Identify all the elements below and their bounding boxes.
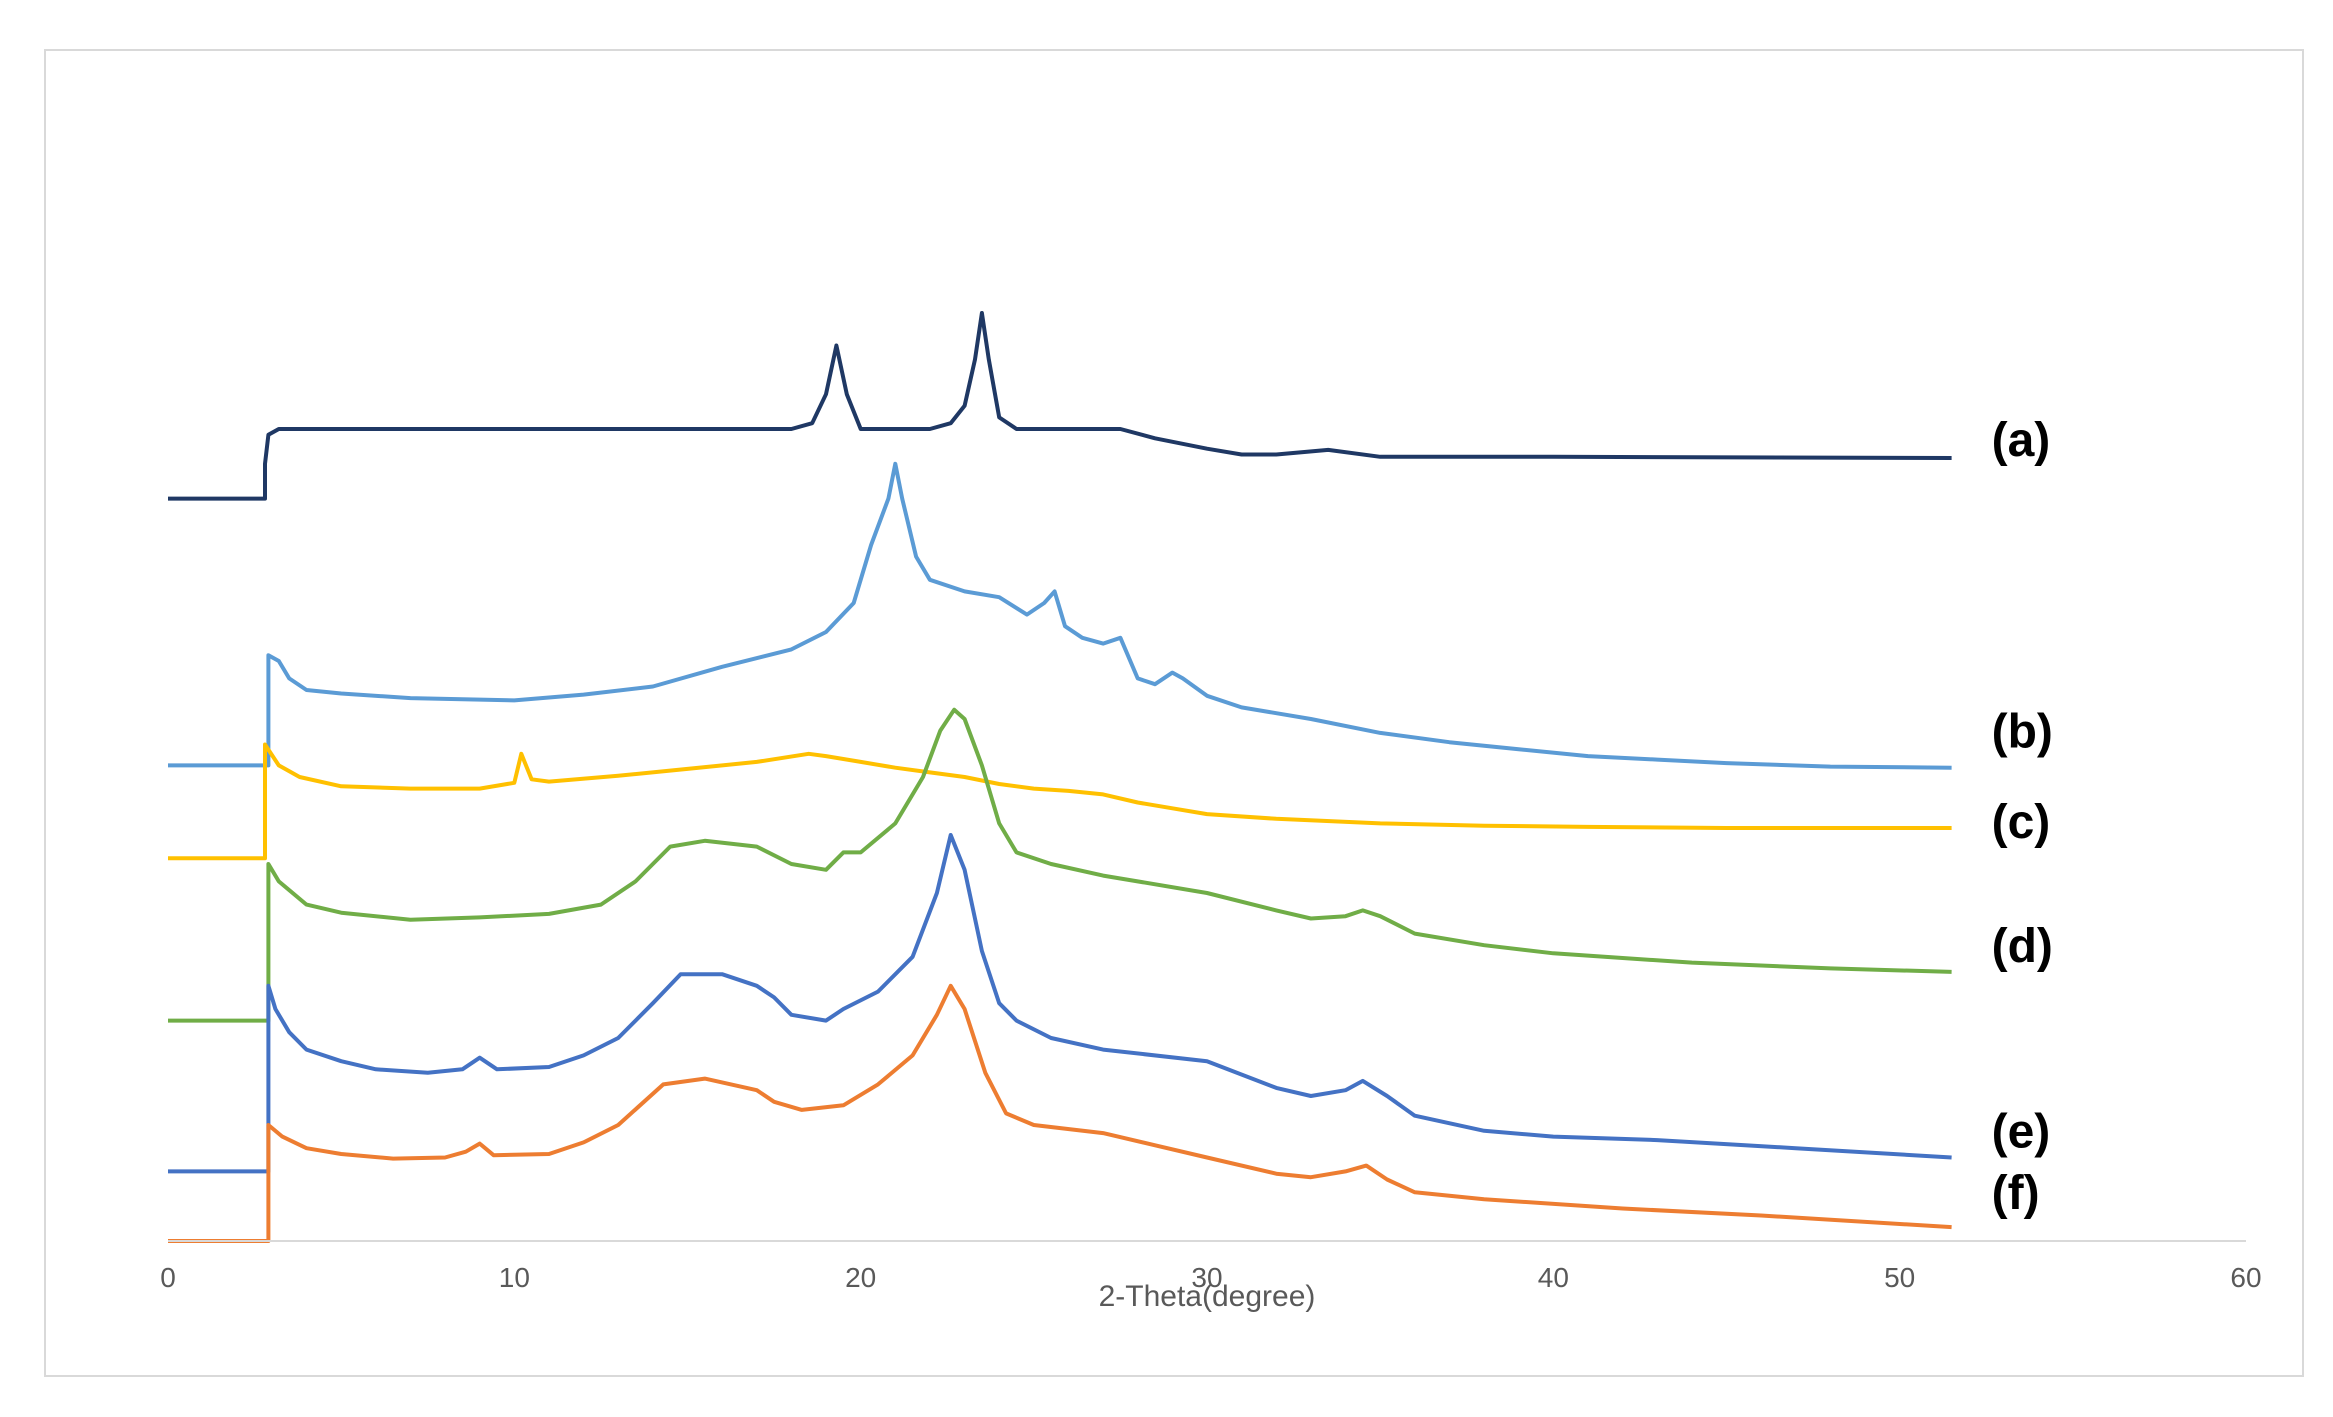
series-line-d [168, 707, 1952, 1023]
x-tick-label: 10 [499, 1262, 530, 1293]
series-layer [168, 311, 1952, 1243]
series-label-c: (c) [1992, 796, 2051, 849]
series-label-d: (d) [1992, 920, 2053, 973]
series-label-b: (b) [1992, 706, 2053, 759]
x-tick-labels: 0 10 20 30 40 50 60 [160, 1262, 2261, 1293]
x-tick-label: 20 [845, 1262, 876, 1293]
chart-frame: 0 10 20 30 40 50 60 2-Theta(degree) (a) (b) (c)(… [44, 49, 2304, 1377]
x-tick-label: 40 [1538, 1262, 1569, 1293]
series-line-f [168, 983, 1952, 1243]
series-line-c [168, 742, 1952, 861]
series-label-a: (a) [1992, 414, 2051, 467]
series-label-e: (e) [1992, 1105, 2051, 1158]
x-tick-label: 30 [1191, 1262, 1222, 1293]
x-tick-label: 50 [1884, 1262, 1915, 1293]
x-tick-label: 60 [2230, 1262, 2261, 1293]
x-tick-label: 0 [160, 1262, 176, 1293]
series-line-e [168, 833, 1952, 1174]
series-line-a [168, 311, 1952, 501]
series-line-b [168, 461, 1952, 770]
xrd-chart: 0 10 20 30 40 50 60 2-Theta(degree) (a)(b)(c)(… [160, 311, 2262, 1313]
x-axis-title: 2-Theta(degree) [1099, 1280, 1316, 1313]
series-labels: (a) (b) (c) (d) (e) (f) [1992, 414, 2053, 1220]
series-label-f: (f) [1992, 1167, 2040, 1220]
